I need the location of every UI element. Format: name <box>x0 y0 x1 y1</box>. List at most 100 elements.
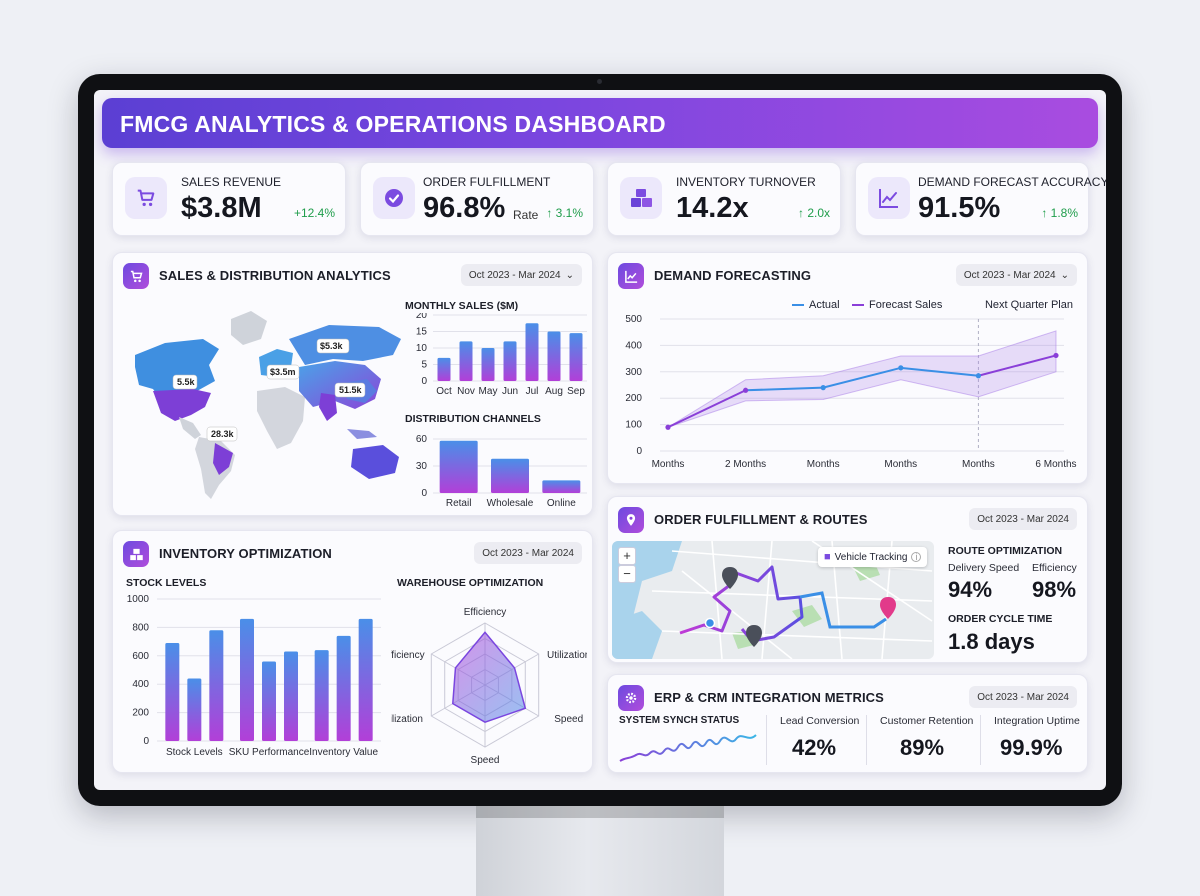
radar-axis-label: Utilization <box>547 650 587 661</box>
y-tick-label: 20 <box>416 313 428 321</box>
bar <box>525 323 539 381</box>
map-label: 5.5k <box>177 377 196 387</box>
kpi-delta: ↑ 3.1% <box>546 206 583 220</box>
x-tick-label: Months <box>807 459 840 470</box>
boxes-icon <box>123 541 149 567</box>
order-cycle-title: ORDER CYCLE TIME <box>948 613 1053 625</box>
lead-conversion-label: Lead Conversion <box>780 715 860 727</box>
x-tick-label: Nov <box>457 386 475 397</box>
x-tick-label: 2 Months <box>725 459 766 470</box>
customer-retention-value: 89% <box>900 735 945 760</box>
x-tick-label: 6 Months <box>1035 459 1076 470</box>
legend-label: Forecast Sales <box>869 299 943 311</box>
date-range-label: Oct 2023 - Mar 2024 <box>977 513 1069 525</box>
bar <box>240 618 254 741</box>
warehouse-radar-chart: Efficiency Utilization Speed Speed Utilizati… <box>391 607 587 766</box>
world-map: 5.5k $3.5m $5.3k 51.5k 28.3k <box>135 311 401 499</box>
kpi-card-demand-forecast-accuracy[interactable]: DEMAND FORECAST ACCURACY 91.5% ↑ 1.8% <box>855 162 1106 236</box>
bar <box>542 480 581 493</box>
chevron-down-icon: ⌄ <box>1060 269 1069 281</box>
x-tick-label: Oct <box>436 386 452 397</box>
chart-title: MONTHLY SALES ($M) <box>405 300 519 312</box>
kpi-suffix: Rate <box>513 208 539 222</box>
order-fulfillment-panel: ORDER FULFILLMENT & ROUTES Oct 2023 - Ma… <box>607 496 1088 663</box>
vehicle-tracking-chip[interactable]: ■ Vehicle Tracking i <box>818 547 928 567</box>
x-tick-label: Wholesale <box>487 498 534 509</box>
map-pin-icon <box>746 625 762 647</box>
route-optimization-title: ROUTE OPTIMIZATION <box>948 545 1063 557</box>
efficiency-label: Efficiency <box>1032 562 1077 574</box>
forecast-line <box>978 354 1057 377</box>
x-tick-label: May <box>479 386 498 397</box>
date-range-label: Oct 2023 - Mar 2024 <box>468 269 561 281</box>
radar-axis-label: Speed <box>471 755 500 766</box>
date-range-dropdown[interactable]: Oct 2023 - Mar 2024 <box>474 542 582 564</box>
date-range-dropdown[interactable]: Oct 2023 - Mar 2024 ⌄ <box>460 264 582 286</box>
system-sync-label: SYSTEM SYNCH STATUS <box>619 715 740 726</box>
destination-pin-icon <box>880 597 896 619</box>
park-area <box>792 605 822 627</box>
efficiency-value: 98% <box>1032 577 1077 602</box>
stand-shadow <box>476 806 724 818</box>
radar-axis-label: Efficiency <box>464 607 507 618</box>
vehicle-location-marker <box>704 617 716 629</box>
date-range-label: Oct 2023 - Mar 2024 <box>977 691 1069 703</box>
date-range-dropdown[interactable]: Oct 2023 - Mar 2024 ⌄ <box>955 264 1077 286</box>
dashboard-header: FMCG ANALYTICS & OPERATIONS DASHBOARD <box>102 98 1098 148</box>
distribution-channels-chart: 0 30 60 Retail Wholesale Online <box>416 434 587 509</box>
map-north-america <box>135 339 219 407</box>
date-range-dropdown[interactable]: Oct 2023 - Mar 2024 <box>969 508 1077 530</box>
bar <box>358 618 373 741</box>
map-india <box>319 393 337 421</box>
map-brazil <box>213 443 233 475</box>
y-tick-label: 600 <box>132 651 149 662</box>
page-title: FMCG ANALYTICS & OPERATIONS DASHBOARD <box>120 111 666 137</box>
divider <box>980 715 981 765</box>
y-tick-label: 200 <box>625 393 642 404</box>
bar <box>491 458 529 493</box>
actual-line <box>745 366 979 392</box>
map-label-bubble <box>172 374 198 390</box>
monthly-sales-chart: 0 5 10 15 20 Oct Nov May Jun Jul Aug Sep <box>416 313 587 397</box>
confidence-band <box>667 330 1057 428</box>
kpi-card-sales-revenue[interactable]: SALES REVENUE $3.8M +12.4% <box>112 162 346 236</box>
panel-title: DEMAND FORECASTING <box>654 268 812 283</box>
zoom-out-button[interactable]: − <box>618 565 636 583</box>
bar <box>503 341 517 381</box>
kpi-card-inventory-turnover[interactable]: INVENTORY TURNOVER 14.2x ↑ 2.0x <box>607 162 841 236</box>
gear-icon <box>618 685 644 711</box>
legend-forecast: Forecast Sales <box>852 299 942 311</box>
camera-dot <box>597 79 602 84</box>
panel-title: ERP & CRM INTEGRATION METRICS <box>654 690 884 705</box>
x-tick-label: Months <box>652 459 685 470</box>
bar <box>284 651 298 741</box>
integration-uptime-label: Integration Uptime <box>994 715 1080 727</box>
bar <box>209 630 224 741</box>
delivery-route <box>679 565 804 643</box>
route-map[interactable]: + − ■ Vehicle Tracking i <box>612 541 934 659</box>
date-range-dropdown[interactable]: Oct 2023 - Mar 2024 <box>969 686 1077 708</box>
kpi-card-order-fulfillment[interactable]: ORDER FULFILLMENT 96.8% Rate ↑ 3.1% <box>360 162 594 236</box>
y-tick-label: 800 <box>132 622 149 633</box>
zoom-in-button[interactable]: + <box>618 547 636 565</box>
map-pin-icon <box>722 567 738 589</box>
bar <box>437 357 451 381</box>
y-tick-label: 0 <box>636 446 642 457</box>
y-tick-label: 400 <box>132 679 149 690</box>
x-tick-label: Inventory Value <box>309 747 378 758</box>
map-label-bubble <box>266 364 300 380</box>
bar <box>314 650 329 741</box>
kpi-delta: ↑ 1.8% <box>1041 206 1078 220</box>
y-tick-label: 500 <box>625 314 642 325</box>
legend-swatch <box>852 304 864 306</box>
x-tick-label: Months <box>884 459 917 470</box>
y-tick-label: 100 <box>625 420 642 431</box>
y-tick-label: 5 <box>421 360 427 371</box>
kpi-delta: ↑ 2.0x <box>797 206 830 220</box>
panel-title: ORDER FULFILLMENT & ROUTES <box>654 512 868 527</box>
data-point <box>898 365 904 371</box>
radar-axis-label: Efficiency <box>391 650 425 661</box>
y-tick-label: 0 <box>421 488 427 499</box>
map-central-america <box>179 417 201 439</box>
x-tick-label: Online <box>547 498 576 509</box>
